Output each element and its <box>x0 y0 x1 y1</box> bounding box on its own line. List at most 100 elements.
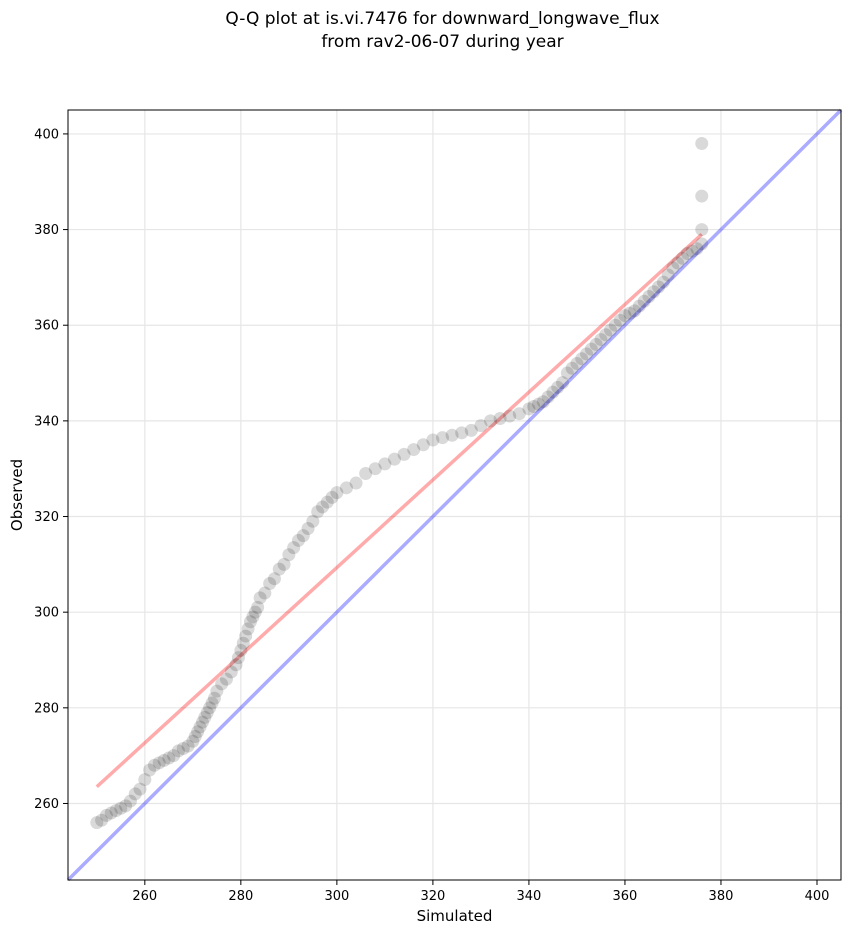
data-point <box>407 443 421 457</box>
data-point <box>527 400 541 414</box>
data-point <box>258 586 272 600</box>
data-point <box>339 481 353 495</box>
data-point <box>128 787 142 801</box>
data-point <box>532 397 546 411</box>
x-tick-label: 340 <box>517 889 542 904</box>
reference-lines <box>66 108 843 882</box>
y-axis-label: Observed <box>8 459 26 531</box>
x-tick-label: 380 <box>709 889 734 904</box>
data-point <box>647 285 661 299</box>
y-tick-label: 340 <box>34 414 59 429</box>
data-point <box>580 347 594 361</box>
data-point <box>695 223 709 237</box>
data-point <box>253 591 267 605</box>
data-point <box>188 730 202 744</box>
data-point <box>138 773 152 787</box>
data-point <box>306 514 320 528</box>
data-point <box>378 457 392 471</box>
data-point <box>671 256 685 270</box>
data-point <box>661 268 675 282</box>
data-point <box>219 672 233 686</box>
data-point <box>229 658 243 672</box>
data-point <box>676 251 690 265</box>
data-point <box>251 600 265 614</box>
data-point <box>287 541 301 555</box>
data-point <box>656 275 670 289</box>
y-tick-label: 300 <box>34 606 59 621</box>
chart-title-line-2: from rav2-06-07 during year <box>321 32 564 52</box>
data-point <box>632 299 646 313</box>
data-point <box>560 366 574 380</box>
data-point <box>119 799 133 813</box>
data-point <box>541 390 555 404</box>
x-tick-label: 260 <box>132 889 157 904</box>
data-point <box>157 753 171 767</box>
data-point <box>359 466 373 480</box>
data-point <box>99 808 113 822</box>
data-point <box>109 804 123 818</box>
data-point <box>95 813 109 827</box>
data-point <box>277 557 291 571</box>
data-point <box>608 318 622 332</box>
data-point <box>311 505 325 519</box>
data-point <box>210 684 224 698</box>
data-point <box>296 529 310 543</box>
x-axis-label: Simulated <box>417 907 493 925</box>
data-point <box>181 739 195 753</box>
data-point <box>215 677 229 691</box>
fit-line <box>95 233 703 789</box>
data-point <box>536 395 550 409</box>
data-point <box>176 741 190 755</box>
data-point <box>104 806 118 820</box>
data-point <box>594 333 608 347</box>
data-point <box>368 462 382 476</box>
data-point <box>695 136 709 150</box>
data-point <box>171 744 185 758</box>
data-point <box>291 533 305 547</box>
data-point <box>426 433 440 447</box>
data-point <box>234 643 248 657</box>
data-point <box>584 342 598 356</box>
data-point <box>200 706 214 720</box>
data-point <box>690 242 704 256</box>
data-point <box>114 801 128 815</box>
data-points <box>90 136 709 830</box>
x-tick-label: 300 <box>324 889 349 904</box>
data-point <box>224 665 238 679</box>
chart-title: Q-Q plot at is.vi.7476 for downward_long… <box>0 8 851 54</box>
data-point <box>143 763 157 777</box>
data-point <box>551 380 565 394</box>
data-point <box>565 361 579 375</box>
data-point <box>604 323 618 337</box>
x-tick-label: 320 <box>420 889 445 904</box>
data-point <box>123 794 137 808</box>
data-point <box>642 290 656 304</box>
data-point <box>493 411 507 425</box>
data-point <box>589 337 603 351</box>
data-point <box>464 423 478 437</box>
data-point <box>236 636 250 650</box>
data-point <box>325 490 339 504</box>
data-point <box>205 696 219 710</box>
data-point <box>556 376 570 390</box>
data-point <box>186 734 200 748</box>
data-point <box>349 476 363 490</box>
data-point <box>167 749 181 763</box>
grid <box>68 110 841 880</box>
data-point <box>191 725 205 739</box>
data-point <box>330 486 344 500</box>
data-point <box>162 751 176 765</box>
data-point <box>320 495 334 509</box>
data-point <box>666 261 680 275</box>
data-point <box>652 280 666 294</box>
y-tick-label: 280 <box>34 701 59 716</box>
data-point <box>623 306 637 320</box>
data-point <box>248 605 262 619</box>
data-point <box>474 419 488 433</box>
data-point <box>397 447 411 461</box>
chart-title-line-1: Q-Q plot at is.vi.7476 for downward_long… <box>225 9 660 29</box>
data-point <box>193 720 207 734</box>
data-point <box>315 500 329 514</box>
data-point <box>241 622 255 636</box>
